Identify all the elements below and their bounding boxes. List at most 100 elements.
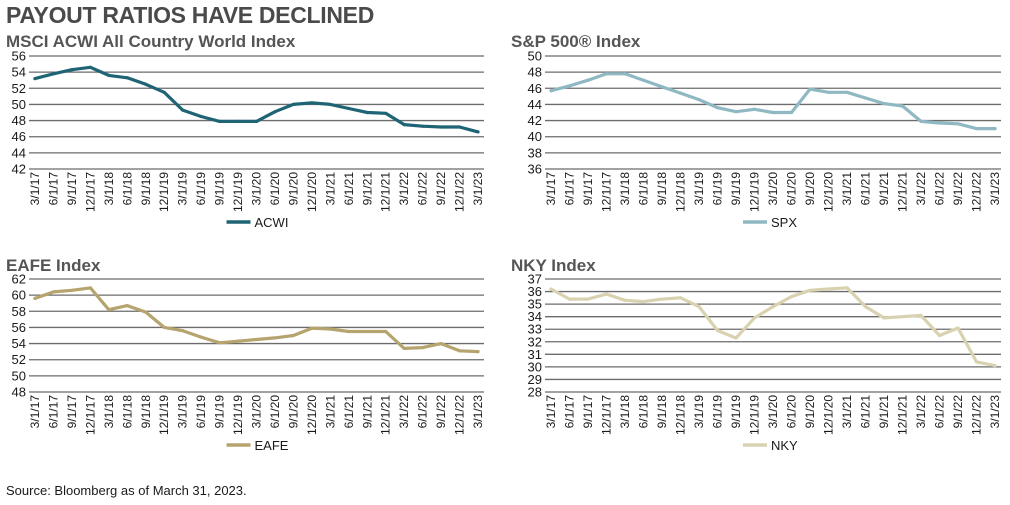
- y-tick-label: 32: [528, 334, 542, 349]
- x-tick-label: 3/1/17: [28, 395, 42, 429]
- x-tick-label: 6/1/21: [342, 172, 356, 206]
- data-point: [144, 82, 148, 86]
- y-tick-label: 38: [528, 145, 542, 160]
- x-tick-label: 6/1/21: [342, 395, 356, 429]
- x-tick-label: 6/1/20: [785, 172, 799, 206]
- x-tick-label: 3/1/22: [914, 395, 928, 429]
- data-point: [660, 85, 664, 89]
- y-tick-label: 29: [528, 372, 542, 387]
- y-tick-label: 52: [12, 352, 26, 367]
- y-tick-label: 33: [528, 322, 542, 337]
- x-tick-label: 9/1/17: [65, 395, 79, 429]
- x-tick-label: 6/1/20: [268, 395, 282, 429]
- data-point: [291, 333, 296, 338]
- x-tick-label: 3/1/21: [840, 172, 854, 206]
- x-tick-label: 3/1/18: [618, 172, 632, 206]
- x-tick-label: 6/1/17: [563, 395, 577, 429]
- y-tick-label: 28: [528, 385, 542, 400]
- x-tick-label: 12/1/19: [231, 395, 245, 435]
- x-tick-label: 6/1/22: [933, 395, 947, 429]
- data-point: [771, 305, 775, 309]
- data-point: [402, 123, 406, 127]
- y-tick-label: 54: [12, 336, 26, 351]
- x-tick-label: 9/1/21: [877, 395, 891, 429]
- y-tick-label: 56: [12, 320, 26, 335]
- data-point: [310, 101, 314, 105]
- x-tick-label: 12/1/17: [83, 395, 97, 435]
- x-tick-label: 3/1/21: [323, 172, 337, 206]
- x-tick-label: 3/1/19: [692, 395, 706, 429]
- chart-title: S&P 500® Index: [511, 32, 641, 51]
- x-tick-label: 3/1/21: [840, 395, 854, 429]
- x-tick-label: 12/1/20: [305, 395, 319, 435]
- x-tick-label: 12/1/20: [822, 172, 836, 212]
- data-point: [752, 107, 757, 111]
- x-tick-label: 12/1/17: [83, 172, 97, 212]
- data-point: [328, 327, 332, 331]
- data-point: [181, 108, 185, 112]
- data-point: [328, 102, 332, 107]
- x-tick-label: 3/1/23: [988, 395, 1002, 429]
- data-point: [162, 90, 166, 94]
- x-tick-label: 3/1/20: [250, 395, 264, 429]
- page-title: PAYOUT RATIOS HAVE DECLINED: [6, 2, 375, 28]
- data-point: [678, 296, 683, 300]
- y-tick-label: 35: [528, 297, 542, 312]
- x-tick-label: 9/1/18: [655, 172, 669, 206]
- x-tick-label: 3/1/22: [397, 172, 411, 206]
- data-point: [273, 110, 277, 114]
- x-tick-label: 12/1/18: [674, 395, 688, 435]
- chart-nky: NKY Index 28 29 30 31 32 33 34 35 36 37 3/1/17 6/1/…: [505, 256, 1005, 491]
- data-point: [882, 102, 886, 106]
- data-point: [70, 68, 74, 72]
- y-tick-label: 42: [12, 162, 26, 177]
- data-point: [956, 326, 960, 330]
- x-tick-label: 9/1/18: [139, 395, 153, 429]
- y-tick-label: 48: [528, 65, 542, 80]
- source-note: Source: Bloomberg as of March 31, 2023.: [6, 483, 247, 498]
- x-tick-label: 3/1/20: [766, 395, 780, 429]
- x-tick-label: 9/1/22: [434, 172, 448, 206]
- data-point: [51, 290, 56, 294]
- x-tick-label: 3/1/19: [176, 395, 190, 429]
- legend-label: EAFE: [255, 438, 289, 453]
- data-point: [254, 337, 259, 342]
- data-point: [273, 336, 277, 340]
- y-tick-label: 62: [12, 272, 26, 287]
- data-point: [993, 127, 997, 131]
- data-point: [752, 316, 757, 320]
- x-tick-label: 9/1/20: [286, 395, 300, 429]
- x-tick-label: 3/1/23: [988, 172, 1002, 206]
- x-tick-label: 6/1/22: [416, 395, 430, 429]
- data-point: [107, 73, 111, 77]
- data-point: [678, 91, 683, 95]
- x-tick-label: 12/1/20: [305, 172, 319, 212]
- x-tick-label: 12/1/19: [157, 172, 171, 212]
- y-tick-label: 54: [12, 65, 26, 80]
- x-tick-label: 12/1/17: [600, 172, 614, 212]
- y-tick-label: 44: [12, 145, 26, 160]
- x-tick-label: 3/1/23: [471, 172, 485, 206]
- data-point: [33, 77, 37, 81]
- y-tick-label: 46: [12, 129, 26, 144]
- y-tick-label: 34: [528, 309, 542, 324]
- x-tick-label: 6/1/20: [268, 172, 282, 206]
- data-point: [236, 339, 240, 343]
- data-point: [826, 287, 831, 291]
- y-tick-label: 46: [528, 81, 542, 96]
- x-tick-label: 6/1/20: [785, 395, 799, 429]
- x-tick-label: 6/1/17: [46, 172, 60, 206]
- data-point: [457, 349, 462, 353]
- data-point: [347, 106, 351, 111]
- data-point: [421, 124, 425, 128]
- y-tick-label: 60: [12, 288, 26, 303]
- chart-acwi: MSCI ACWI All Country World Index 42 44 46…: [0, 32, 500, 267]
- data-point: [641, 78, 646, 82]
- x-tick-label: 3/1/21: [323, 395, 337, 429]
- data-point: [715, 328, 720, 333]
- data-point: [919, 119, 923, 123]
- x-tick-label: 9/1/19: [213, 395, 227, 429]
